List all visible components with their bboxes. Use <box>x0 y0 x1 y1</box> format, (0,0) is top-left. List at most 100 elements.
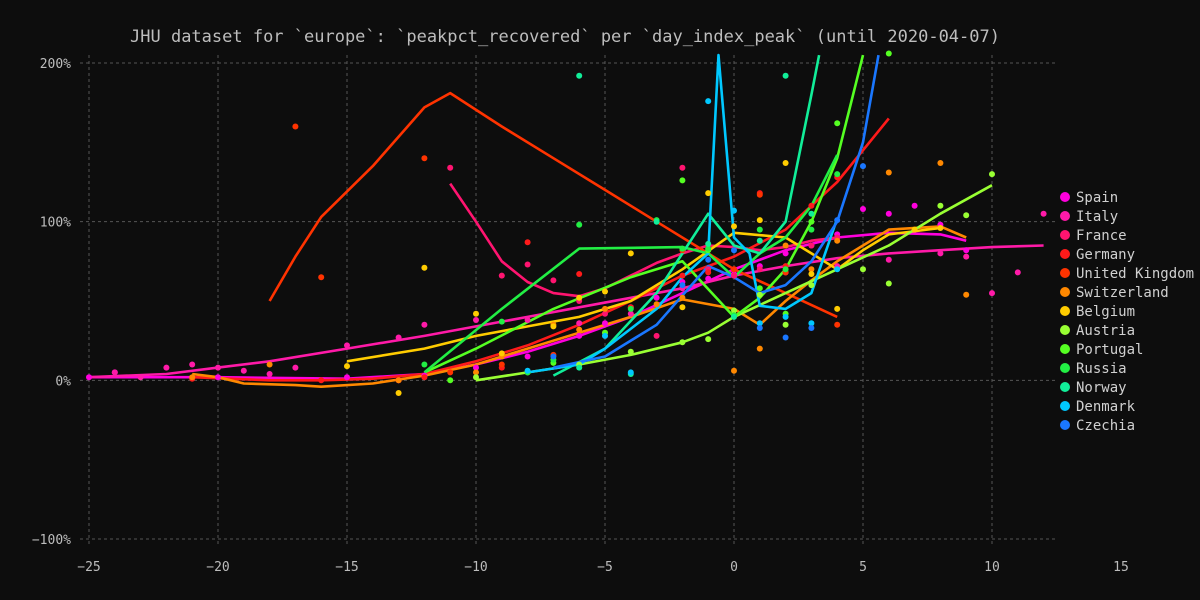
x-tick-label: −10 <box>464 560 487 575</box>
point-russia <box>498 318 505 325</box>
point-italy <box>937 250 944 257</box>
point-norway <box>653 218 660 225</box>
point-italy <box>524 317 531 323</box>
point-germany <box>808 202 815 209</box>
point-france <box>524 261 531 268</box>
legend-marker-switzerland <box>1060 287 1070 297</box>
point-denmark <box>627 369 634 376</box>
point-belgium <box>395 390 402 396</box>
point-belgium <box>550 323 557 330</box>
point-italy <box>292 364 299 371</box>
point-portugal <box>885 50 892 57</box>
point-spain <box>524 353 531 360</box>
point-italy <box>1014 269 1021 276</box>
x-tick-label: 5 <box>859 560 867 575</box>
point-france <box>447 164 454 171</box>
point-portugal <box>756 285 763 292</box>
point-norway <box>576 72 583 79</box>
point-norway <box>756 237 763 244</box>
point-denmark <box>731 207 737 214</box>
point-czechia <box>705 256 712 263</box>
point-russia <box>834 171 841 178</box>
point-switzerland <box>808 266 815 273</box>
point-germany <box>524 239 531 246</box>
point-france <box>602 310 608 317</box>
point-norway <box>731 313 737 320</box>
point-switzerland <box>266 361 273 368</box>
point-spain <box>215 374 221 381</box>
point-austria <box>937 202 944 209</box>
legend-marker-germany <box>1060 249 1070 259</box>
point-czechia <box>860 163 866 170</box>
point-czechia <box>550 353 557 360</box>
y-tick-label: −100% <box>32 533 71 548</box>
point-spain <box>705 275 712 282</box>
point-spain <box>86 374 92 381</box>
point-spain <box>653 294 660 301</box>
point-united-kingdom <box>731 266 737 273</box>
point-france <box>679 164 686 171</box>
legend-label-denmark: Denmark <box>1076 399 1136 415</box>
point-belgium <box>705 190 712 197</box>
legend-marker-czechia <box>1060 420 1070 430</box>
point-denmark <box>782 313 789 320</box>
point-france <box>756 266 763 273</box>
legend-marker-norway <box>1060 382 1070 392</box>
point-germany <box>421 374 428 381</box>
point-switzerland <box>189 374 196 381</box>
point-denmark <box>524 367 531 374</box>
point-italy <box>421 321 428 328</box>
point-italy <box>266 371 273 377</box>
legend-marker-denmark <box>1060 401 1070 411</box>
point-italy <box>1040 210 1047 217</box>
point-germany <box>679 272 686 279</box>
legend-label-germany: Germany <box>1076 247 1135 263</box>
point-switzerland <box>473 369 479 376</box>
point-portugal <box>447 377 454 384</box>
point-spain <box>576 332 583 339</box>
legend-label-united-kingdom: United Kingdom <box>1076 266 1194 282</box>
axes: −25 −20 −15 −10 −5 0 5 10 15 −100% 0% 100% 200% <box>32 57 1129 575</box>
point-spain <box>911 202 918 209</box>
y-tick-label: 200% <box>40 57 71 72</box>
point-belgium <box>937 225 944 231</box>
point-russia <box>627 305 634 312</box>
point-belgium <box>808 271 815 277</box>
trend-line-norway <box>552 54 821 377</box>
point-germany <box>705 269 712 276</box>
x-tick-label: 15 <box>1113 560 1129 575</box>
chart-title: JHU dataset for `europe`: `peakpct_recov… <box>130 27 1000 47</box>
point-portugal <box>808 218 815 225</box>
point-belgium <box>911 226 918 233</box>
data-points <box>86 50 1047 396</box>
point-denmark <box>705 98 712 105</box>
point-switzerland <box>782 242 789 249</box>
point-russia <box>679 245 686 252</box>
point-switzerland <box>834 237 841 244</box>
point-austria <box>705 336 712 343</box>
point-austria <box>808 282 815 289</box>
legend-label-austria: Austria <box>1076 323 1135 339</box>
point-belgium <box>473 310 479 317</box>
x-tick-label: −20 <box>206 560 229 575</box>
point-belgium <box>498 350 505 357</box>
legend-marker-russia <box>1060 363 1070 373</box>
point-italy <box>989 290 995 297</box>
trend-line-united-kingdom <box>268 91 838 319</box>
point-belgium <box>344 363 350 370</box>
point-portugal <box>679 177 686 184</box>
point-czechia <box>731 247 737 254</box>
point-switzerland <box>963 291 970 298</box>
point-italy <box>395 334 402 341</box>
x-tick-label: −15 <box>335 560 358 575</box>
trend-line-italy <box>88 244 1044 379</box>
point-belgium <box>731 223 737 230</box>
point-switzerland <box>679 294 686 301</box>
point-united-kingdom <box>292 123 299 130</box>
point-spain <box>860 206 866 212</box>
point-italy <box>163 364 170 371</box>
x-tick-label: −5 <box>597 560 613 575</box>
point-spain <box>602 320 608 327</box>
point-france <box>731 272 737 279</box>
